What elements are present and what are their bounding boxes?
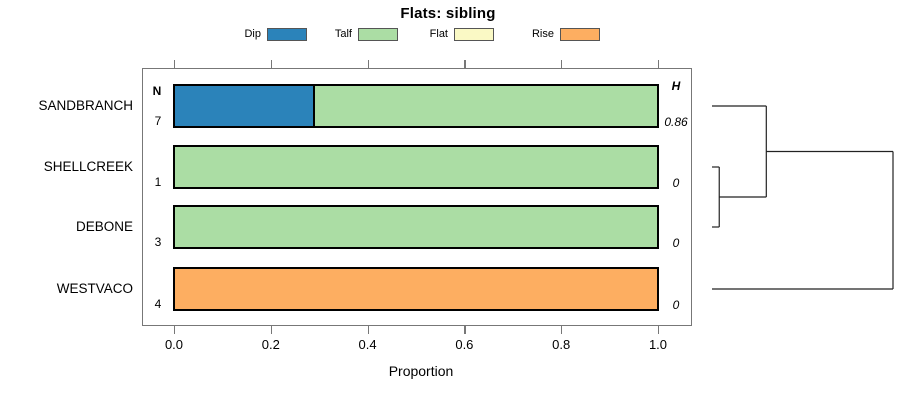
x-tick-top <box>658 60 660 68</box>
stacked-bar <box>173 205 659 249</box>
bar-segment-talf <box>312 86 657 126</box>
x-tick-top <box>464 60 466 68</box>
legend-label-dip: Dip <box>244 28 261 40</box>
h-value: 0.86 <box>664 115 688 129</box>
category-label: SHELLCREEK <box>43 159 133 174</box>
stacked-bar <box>173 84 659 128</box>
x-tick-label: 0.6 <box>455 337 474 352</box>
category-label: DEBONE <box>75 219 133 234</box>
h-value: 0 <box>672 176 680 190</box>
x-tick-bottom <box>270 326 272 334</box>
x-tick-bottom <box>174 326 176 334</box>
x-tick-label: 0.4 <box>358 337 377 352</box>
bar-segment-rise <box>175 269 657 309</box>
x-tick-bottom <box>464 326 466 334</box>
n-value: 4 <box>154 297 162 311</box>
x-axis-label: Proportion <box>388 363 454 379</box>
x-tick-bottom <box>561 326 563 334</box>
category-label: SANDBRANCH <box>38 98 133 113</box>
x-tick-top <box>561 60 563 68</box>
h-value: 0 <box>672 236 680 250</box>
legend-label-flat: Flat <box>429 28 448 40</box>
n-column-header: N <box>152 84 162 98</box>
x-tick-top <box>270 60 272 68</box>
h-value: 0 <box>672 298 680 312</box>
legend-label-rise: Rise <box>531 28 554 40</box>
n-value: 1 <box>154 175 162 189</box>
chart-title: Flats: sibling <box>400 5 496 22</box>
legend-swatch-dip-icon <box>267 28 307 41</box>
x-tick-top <box>174 60 176 68</box>
h-column-header: H <box>671 79 681 93</box>
x-tick-label: 0.8 <box>552 337 571 352</box>
category-label: WESTVACO <box>56 281 133 296</box>
legend-swatch-talf-icon <box>358 28 398 41</box>
x-tick-bottom <box>367 326 369 334</box>
n-value: 7 <box>154 114 162 128</box>
x-tick-label: 0.2 <box>261 337 280 352</box>
stacked-bar <box>173 145 659 189</box>
x-tick-label: 0.0 <box>164 337 184 352</box>
bar-segment-talf <box>175 147 657 187</box>
bar-segment-dip <box>175 86 313 126</box>
legend-swatch-flat-icon <box>454 28 494 41</box>
bar-segment-talf <box>175 207 657 247</box>
stacked-bar <box>173 267 659 311</box>
x-tick-bottom <box>658 326 660 334</box>
x-tick-top <box>367 60 369 68</box>
legend-label-talf: Talf <box>334 28 352 40</box>
x-tick-label: 1.0 <box>648 337 668 352</box>
legend-swatch-rise-icon <box>560 28 600 41</box>
n-value: 3 <box>154 235 162 249</box>
